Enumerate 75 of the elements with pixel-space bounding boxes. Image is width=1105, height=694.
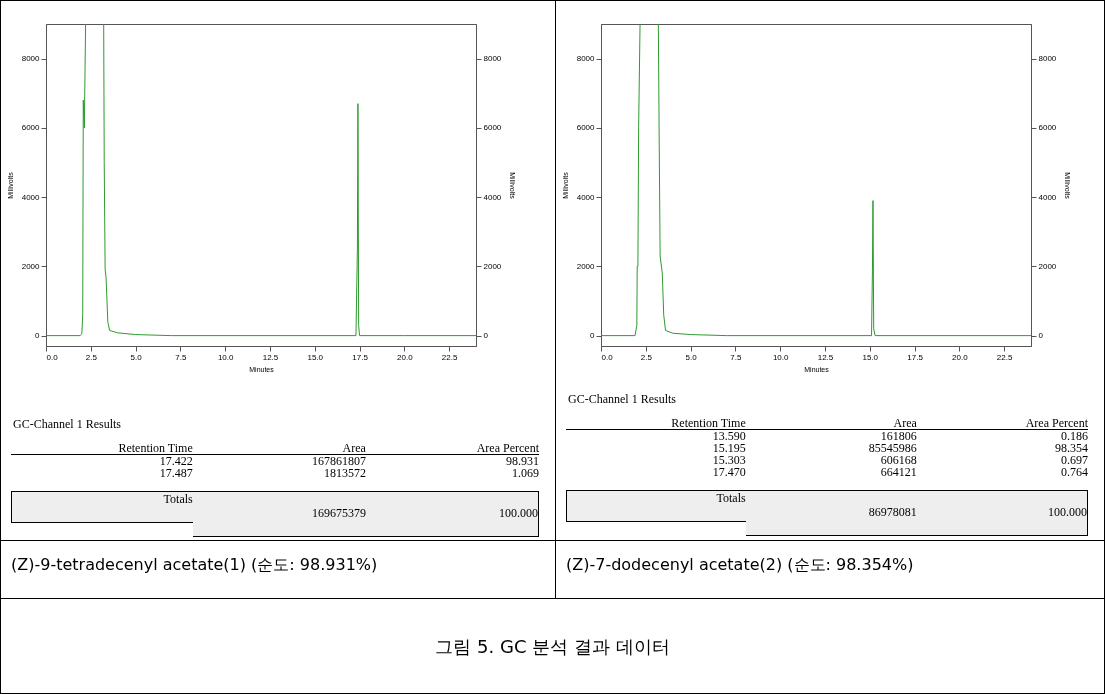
text: 17.422 bbox=[158, 454, 193, 468]
x-tick-label: 5.0 bbox=[130, 352, 143, 362]
text: Area Percent bbox=[365, 441, 539, 455]
x-tick-label: 12.5 bbox=[262, 352, 279, 362]
x-tick-label: 17.5 bbox=[907, 352, 924, 362]
x-tick-label: 5.0 bbox=[685, 352, 698, 362]
text: 664121 bbox=[879, 465, 917, 479]
x-tick-label: 7.5 bbox=[175, 352, 187, 362]
x-tick-label: 0.0 bbox=[46, 352, 59, 362]
text: 1813572 bbox=[322, 466, 366, 480]
text: 13.590 bbox=[711, 429, 746, 443]
text: 17.470 bbox=[711, 465, 746, 479]
text: 86978081 bbox=[745, 490, 917, 536]
y-tick-label: 6000 bbox=[21, 123, 41, 133]
text: 169675379 bbox=[192, 491, 366, 537]
text: Totals bbox=[566, 490, 746, 522]
text: Area bbox=[192, 441, 366, 455]
x-tick-label: 2.5 bbox=[640, 352, 653, 362]
y2-tick-label: 8000 bbox=[1038, 54, 1057, 64]
text: 0.764 bbox=[1060, 465, 1088, 479]
text: 0.697 bbox=[1060, 453, 1088, 467]
text: 100.000 bbox=[916, 490, 1088, 536]
x-tick-label: 22.5 bbox=[441, 352, 458, 362]
x-tick-label: 15.0 bbox=[862, 352, 879, 362]
text: Area Percent bbox=[916, 416, 1088, 430]
y2-tick-label: 4000 bbox=[483, 192, 502, 202]
x-tick-label: 17.5 bbox=[352, 352, 369, 362]
y-tick-label: 4000 bbox=[576, 192, 596, 202]
y2-tick-label: 0 bbox=[483, 331, 489, 341]
x-tick-label: 10.0 bbox=[217, 352, 234, 362]
text: 167861807 bbox=[310, 454, 366, 468]
text: 1.069 bbox=[511, 466, 539, 480]
y2-tick-label: 4000 bbox=[1038, 192, 1057, 202]
text: 100.000 bbox=[365, 491, 539, 537]
x-tick-label: 12.5 bbox=[817, 352, 834, 362]
x-tick-label: 0.0 bbox=[601, 352, 614, 362]
text: (Z)-7-dodecenyl acetate(2) (순도: 98.354%) bbox=[556, 541, 1104, 599]
caption: 그림 5. GC 분석 결과 데이터 bbox=[434, 635, 671, 659]
text: 0.186 bbox=[1060, 429, 1088, 443]
text: 15.195 bbox=[711, 441, 746, 455]
text: 98.354 bbox=[1054, 441, 1088, 455]
y-tick-label: 2000 bbox=[576, 261, 596, 271]
text: 98.931 bbox=[505, 454, 539, 468]
text: Retention Time bbox=[566, 416, 746, 430]
y2-tick-label: 6000 bbox=[483, 123, 502, 133]
y-tick-label: 8000 bbox=[576, 54, 596, 64]
y-tick-label: 0 bbox=[590, 331, 596, 341]
text: Area bbox=[745, 416, 917, 430]
text: Retention Time bbox=[11, 441, 193, 455]
y2-tick-label: 2000 bbox=[483, 261, 502, 271]
y2-tick-label: 2000 bbox=[1038, 261, 1057, 271]
y-tick-label: 4000 bbox=[21, 192, 41, 202]
text: (Z)-9-tetradecenyl acetate(1) (순도: 98.931%) bbox=[1, 541, 556, 599]
text: 15.303 bbox=[711, 453, 746, 467]
text: 606168 bbox=[879, 453, 917, 467]
text: GC-Channel 1 Results bbox=[568, 392, 677, 407]
x-tick-label: 10.0 bbox=[772, 352, 789, 362]
y2-tick-label: 6000 bbox=[1038, 123, 1057, 133]
x-tick-label: 15.0 bbox=[307, 352, 324, 362]
x-tick-label: 20.0 bbox=[397, 352, 414, 362]
y-tick-label: 2000 bbox=[21, 261, 41, 271]
y2-tick-label: 8000 bbox=[483, 54, 502, 64]
y-tick-label: 8000 bbox=[21, 54, 41, 64]
y-tick-label: 0 bbox=[35, 331, 41, 341]
text: 17.487 bbox=[158, 466, 193, 480]
x-tick-label: 22.5 bbox=[996, 352, 1013, 362]
text: GC-Channel 1 Results bbox=[13, 417, 122, 432]
y2-tick-label: 0 bbox=[1038, 331, 1044, 341]
y-tick-label: 6000 bbox=[576, 123, 596, 133]
text: 161806 bbox=[879, 429, 917, 443]
x-tick-label: 7.5 bbox=[730, 352, 742, 362]
text: 85545986 bbox=[867, 441, 917, 455]
x-tick-label: 20.0 bbox=[952, 352, 969, 362]
text: Totals bbox=[11, 491, 193, 523]
x-tick-label: 2.5 bbox=[85, 352, 98, 362]
